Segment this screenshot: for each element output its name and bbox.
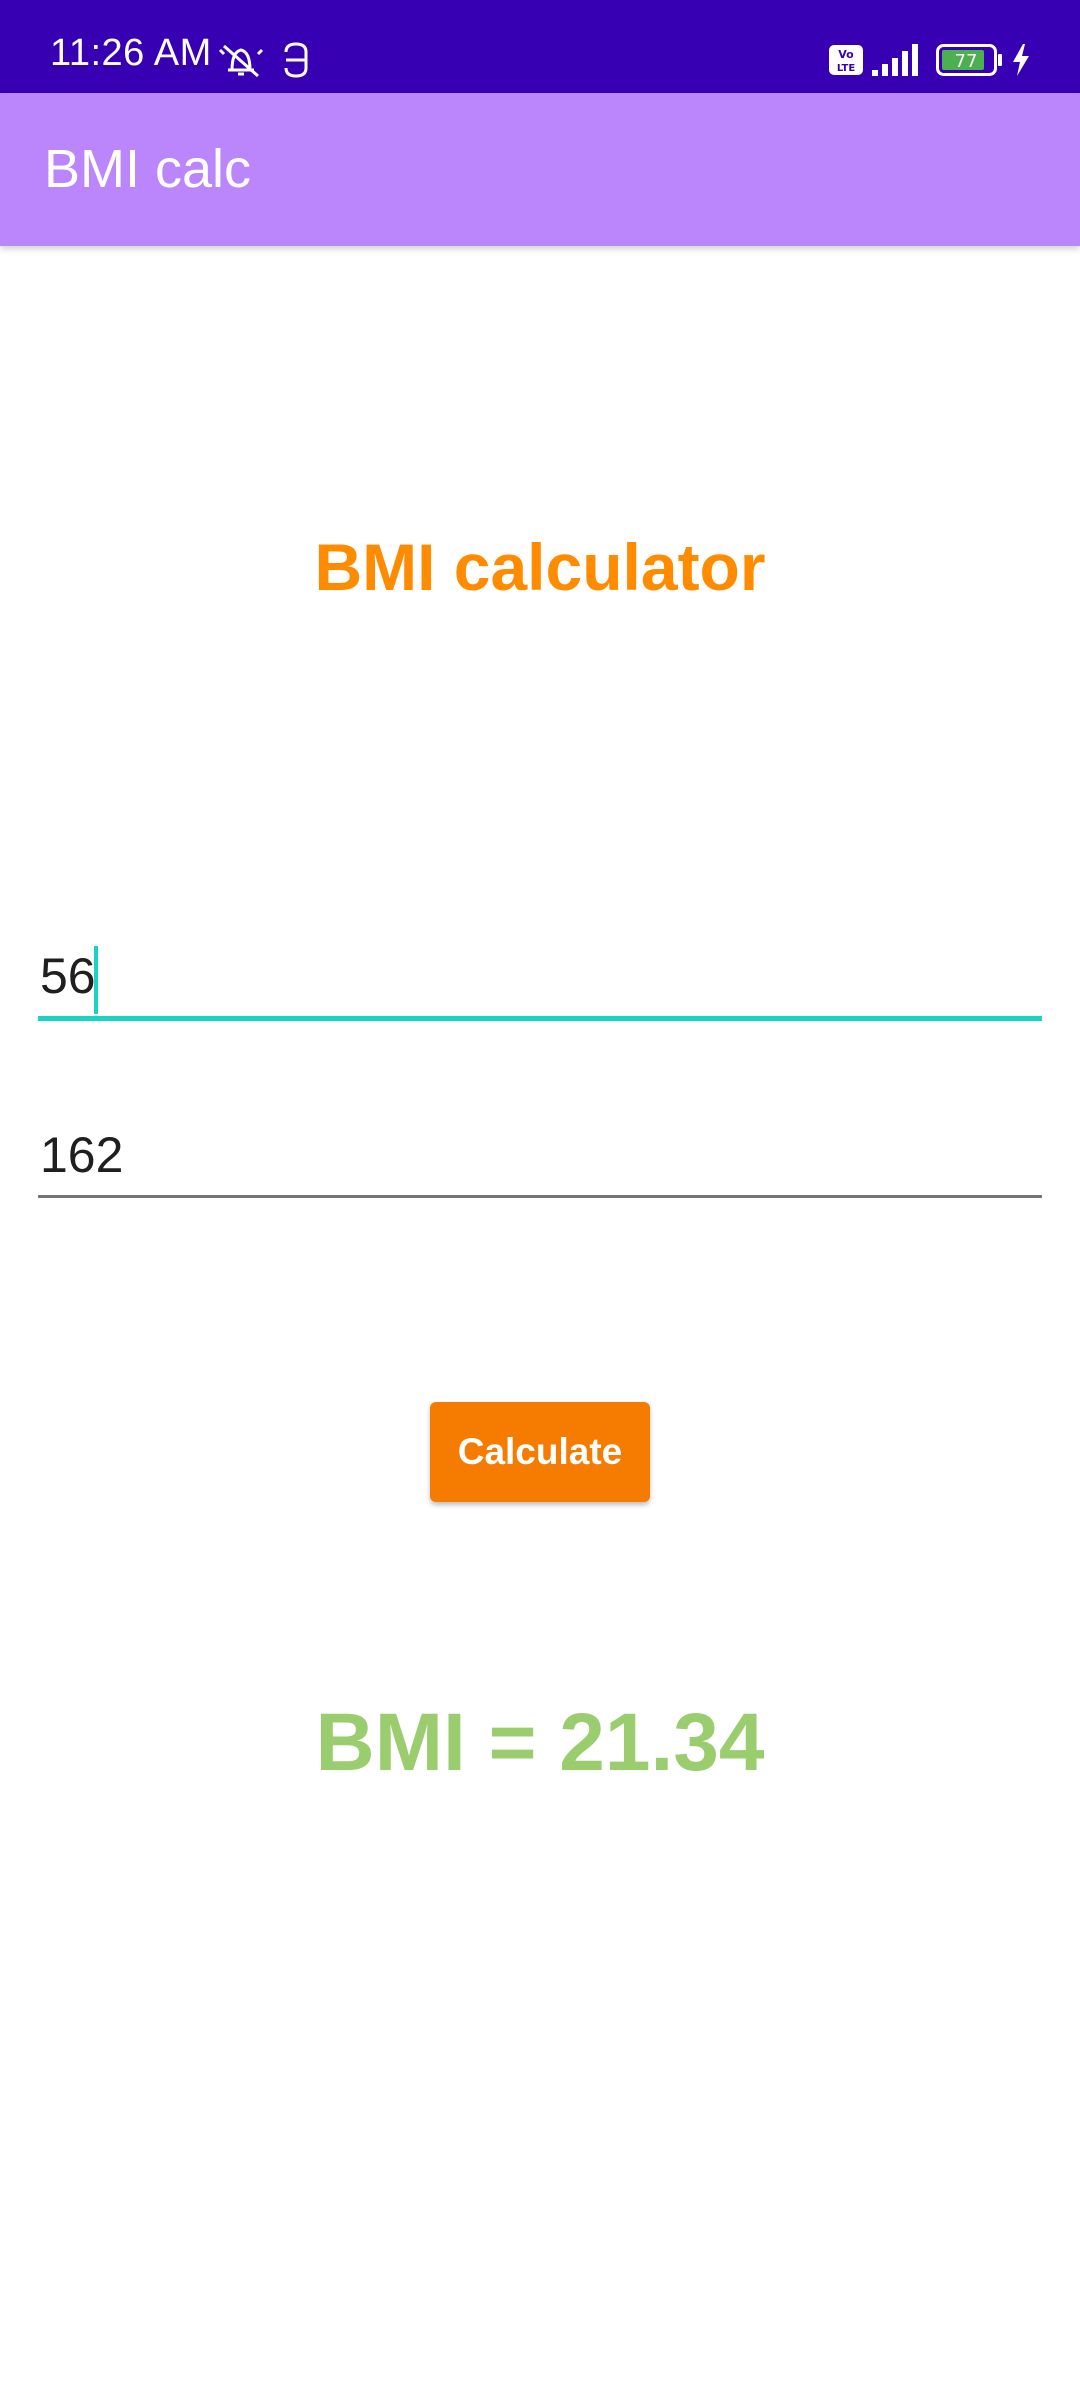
sim-toolkit-icon	[284, 42, 308, 78]
weight-field-underline	[38, 1016, 1042, 1021]
height-field-underline	[38, 1195, 1042, 1198]
app-title: BMI calc	[44, 139, 252, 199]
battery-level: 77	[955, 51, 978, 72]
page-title: BMI calculator	[314, 530, 766, 604]
status-time: 11:26 AM	[50, 32, 212, 74]
weight-field[interactable]	[38, 936, 1042, 1026]
weight-input[interactable]	[38, 936, 1042, 1016]
charging-icon	[1013, 44, 1029, 76]
text-cursor	[94, 946, 98, 1014]
status-bar: 11:26 AM Vo LTE 77	[0, 0, 1080, 93]
svg-text:LTE: LTE	[837, 63, 856, 74]
height-field[interactable]	[38, 1115, 1042, 1205]
bmi-result: BMI = 21.34	[315, 1697, 765, 1788]
signal-icon	[872, 44, 918, 76]
app-bar: BMI calc	[0, 93, 1080, 246]
svg-text:Vo: Vo	[838, 48, 854, 61]
silent-alarm-icon	[218, 44, 264, 78]
battery-icon: 77	[936, 44, 1002, 76]
calculate-button[interactable]: Calculate	[430, 1402, 650, 1502]
volte-icon: Vo LTE	[829, 45, 863, 75]
height-input[interactable]	[38, 1115, 1042, 1195]
